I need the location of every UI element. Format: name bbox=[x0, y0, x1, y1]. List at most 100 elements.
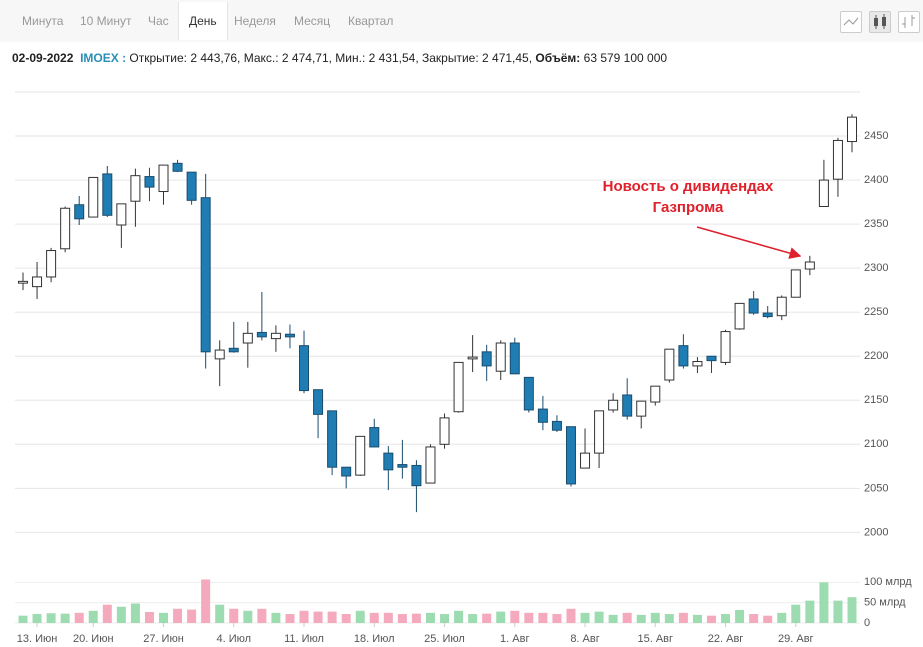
volume-bar bbox=[454, 610, 464, 623]
volume-bar bbox=[566, 608, 576, 623]
ticker: IMOEX : bbox=[80, 51, 127, 65]
volume-bar bbox=[271, 612, 281, 623]
candle-body bbox=[369, 427, 380, 448]
y-tick-label: 2200 bbox=[864, 350, 888, 362]
volume-bar bbox=[692, 614, 702, 623]
bar-chart-button[interactable] bbox=[898, 11, 920, 33]
volume-bar bbox=[636, 614, 646, 623]
volume-bar bbox=[130, 603, 140, 623]
candle-body bbox=[608, 399, 619, 411]
x-tick-label: 29. Авг bbox=[778, 633, 814, 645]
volume-bar bbox=[187, 609, 197, 623]
x-tick-label: 15. Авг bbox=[638, 633, 674, 645]
volume-bar bbox=[102, 604, 112, 623]
candle-body bbox=[523, 376, 534, 411]
candle-body bbox=[116, 203, 127, 226]
candle-body bbox=[256, 331, 267, 338]
volume-bar bbox=[650, 612, 660, 623]
volume-bar bbox=[791, 604, 801, 623]
volume-bar bbox=[355, 610, 365, 623]
candle-body bbox=[776, 296, 787, 317]
candle-body bbox=[172, 162, 183, 172]
candle-body bbox=[200, 197, 211, 353]
volume-bar bbox=[215, 604, 225, 623]
tab[interactable]: 10 Минут bbox=[80, 14, 132, 28]
candle-chart-button[interactable] bbox=[869, 11, 891, 33]
x-tick-label: 25. Июл bbox=[424, 633, 465, 645]
y-tick-label: 2050 bbox=[864, 482, 888, 494]
volume-bar bbox=[721, 614, 731, 623]
candle-body bbox=[60, 207, 71, 250]
candle-body bbox=[664, 348, 675, 381]
y-tick-label: 2350 bbox=[864, 218, 888, 230]
candle-body bbox=[720, 331, 731, 363]
volume-bar bbox=[299, 610, 309, 623]
candle-body bbox=[495, 342, 506, 372]
tab[interactable]: Месяц bbox=[294, 14, 331, 28]
candle-body bbox=[383, 452, 394, 471]
volume-bar bbox=[622, 612, 632, 623]
annotation: Новость о дивидендах bbox=[603, 178, 774, 195]
date: 02-09-2022 bbox=[12, 51, 74, 65]
candle-body bbox=[748, 298, 759, 314]
candle-body bbox=[650, 385, 661, 403]
candle-body bbox=[692, 361, 703, 367]
volume-bar bbox=[369, 612, 379, 623]
tab[interactable]: Минута bbox=[22, 14, 64, 28]
x-tick-label: 22. Авг bbox=[708, 633, 744, 645]
volume-bar bbox=[144, 612, 154, 623]
candle-body bbox=[88, 176, 99, 218]
volume-tick-label: 0 bbox=[864, 617, 870, 629]
candle-body bbox=[130, 175, 141, 202]
candle-body bbox=[341, 466, 352, 477]
candle-body bbox=[411, 464, 422, 487]
candle-body bbox=[18, 280, 28, 284]
volume-bar bbox=[468, 614, 478, 623]
x-tick-label: 18. Июл bbox=[354, 633, 395, 645]
volume-bar bbox=[777, 612, 787, 623]
candle-body bbox=[284, 333, 295, 338]
volume-bar bbox=[524, 612, 534, 623]
volume-bar bbox=[580, 612, 590, 623]
candle-body bbox=[313, 389, 324, 415]
volume-bar bbox=[833, 600, 843, 623]
volume-bar bbox=[425, 612, 435, 623]
x-tick-label: 20. Июн bbox=[73, 633, 114, 645]
volume-bar bbox=[496, 611, 506, 623]
tab-bar: Минута 10 Минут Час День Неделя Месяц Квартал bbox=[0, 0, 923, 42]
candle-body bbox=[355, 435, 366, 476]
volume-bar bbox=[341, 614, 351, 623]
volume-bar bbox=[327, 611, 337, 623]
candle-body bbox=[551, 420, 562, 431]
x-tick-label: 11. Июл bbox=[284, 633, 324, 645]
candle-body bbox=[74, 204, 85, 220]
candle-body bbox=[270, 332, 281, 340]
candle-body bbox=[481, 351, 492, 367]
volume-bar bbox=[60, 613, 70, 623]
candle-body bbox=[46, 250, 57, 278]
tab[interactable]: Неделя bbox=[234, 14, 276, 28]
tab[interactable]: Час bbox=[148, 14, 169, 28]
volume-bar bbox=[594, 611, 604, 623]
candle-body bbox=[453, 361, 464, 413]
volume-bar bbox=[257, 608, 267, 623]
y-tick-label: 2100 bbox=[864, 438, 888, 450]
volume-bar bbox=[678, 612, 688, 623]
tab[interactable]: День bbox=[178, 2, 228, 40]
candle-body bbox=[228, 347, 239, 353]
x-tick-label: 27. Июн bbox=[143, 633, 184, 645]
line-chart-button[interactable] bbox=[840, 11, 862, 33]
candle-body bbox=[832, 139, 843, 180]
volume-label: Объём: bbox=[535, 51, 581, 65]
volume-bar bbox=[229, 608, 239, 623]
volume-bar bbox=[285, 614, 295, 623]
volume-bar bbox=[706, 615, 716, 623]
tab[interactable]: Квартал bbox=[348, 14, 394, 28]
volume-bar bbox=[552, 614, 562, 623]
candle-body bbox=[818, 179, 829, 207]
volume-bar bbox=[847, 597, 857, 623]
candle-body bbox=[537, 408, 548, 423]
annotation-arrow bbox=[696, 226, 802, 259]
candle-body bbox=[327, 410, 338, 468]
